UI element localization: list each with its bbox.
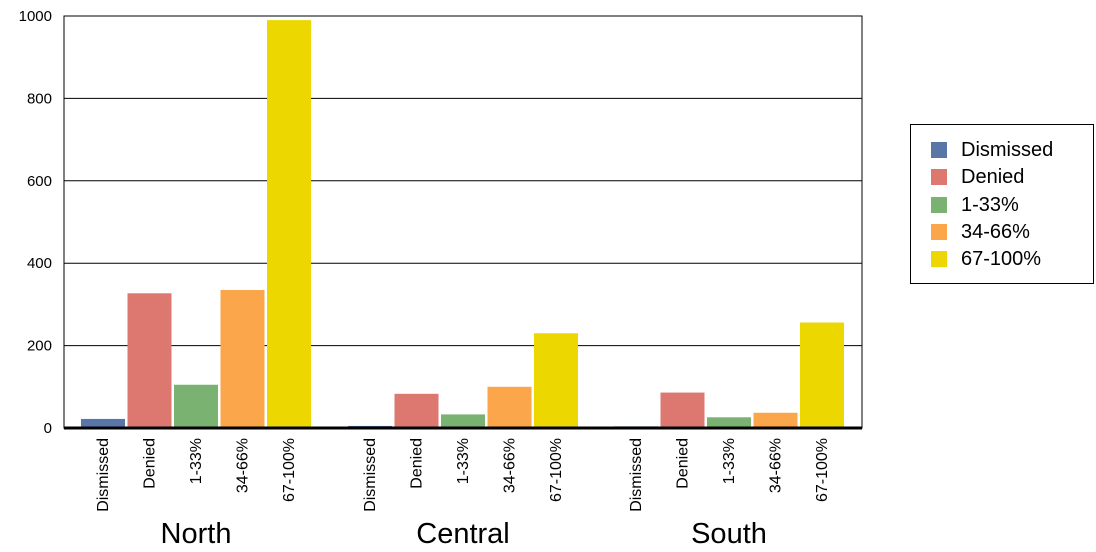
y-tick-label: 200 xyxy=(27,338,52,355)
y-tick-label: 800 xyxy=(27,90,52,107)
x-tick-label: 34-66% xyxy=(768,438,785,493)
chart-legend: Dismissed Denied 1-33% 34-66% 67-100% xyxy=(910,124,1094,284)
legend-swatch-34-66 xyxy=(931,224,947,240)
x-tick-label: 1-33% xyxy=(188,438,205,484)
x-tick-label: Dismissed xyxy=(95,438,112,512)
y-tick-label: 1000 xyxy=(19,8,52,25)
x-tick-label: 67-100% xyxy=(281,438,298,502)
legend-item: 67-100% xyxy=(931,247,1041,271)
legend-swatch-dismissed xyxy=(931,142,947,158)
x-tick-label: 67-100% xyxy=(548,438,565,502)
legend-swatch-denied xyxy=(931,169,947,185)
y-tick-label: 400 xyxy=(27,255,52,272)
x-tick-label: 1-33% xyxy=(721,438,738,484)
legend-item: 1-33% xyxy=(931,193,1019,217)
group-label: South xyxy=(691,518,767,550)
bar xyxy=(81,418,125,428)
x-tick-label: Denied xyxy=(675,438,692,489)
plot-area xyxy=(63,15,863,429)
legend-item: Denied xyxy=(931,165,1024,189)
legend-swatch-1-33 xyxy=(931,197,947,213)
legend-item: Dismissed xyxy=(931,138,1053,162)
bar xyxy=(534,333,578,428)
bar xyxy=(174,384,218,428)
bar xyxy=(220,289,265,428)
bar xyxy=(753,412,798,428)
legend-label: Dismissed xyxy=(961,138,1054,161)
x-tick-label: Denied xyxy=(142,438,159,489)
legend-label: 34-66% xyxy=(961,220,1030,243)
bar xyxy=(441,414,485,428)
bar xyxy=(707,417,751,428)
legend-label: Denied xyxy=(961,165,1025,188)
legend-label: 67-100% xyxy=(961,247,1042,270)
legend-item: 34-66% xyxy=(931,220,1030,244)
x-tick-label: Dismissed xyxy=(362,438,379,512)
bar xyxy=(394,393,439,428)
bar xyxy=(487,386,532,428)
bar xyxy=(127,293,172,428)
x-tick-label: 67-100% xyxy=(814,438,831,502)
bar xyxy=(267,20,311,429)
group-label: North xyxy=(161,518,232,550)
x-tick-label: Denied xyxy=(409,438,426,489)
legend-label: 1-33% xyxy=(961,193,1019,216)
bar xyxy=(660,392,705,428)
x-tick-label: 1-33% xyxy=(455,438,472,484)
y-tick-label: 600 xyxy=(27,173,52,190)
bar xyxy=(800,322,844,428)
x-tick-label: 34-66% xyxy=(235,438,252,493)
x-tick-label: 34-66% xyxy=(502,438,519,493)
group-label: Central xyxy=(416,518,510,550)
y-tick-label: 0 xyxy=(44,420,52,437)
x-tick-label: Dismissed xyxy=(628,438,645,512)
legend-swatch-67-100 xyxy=(931,251,947,267)
